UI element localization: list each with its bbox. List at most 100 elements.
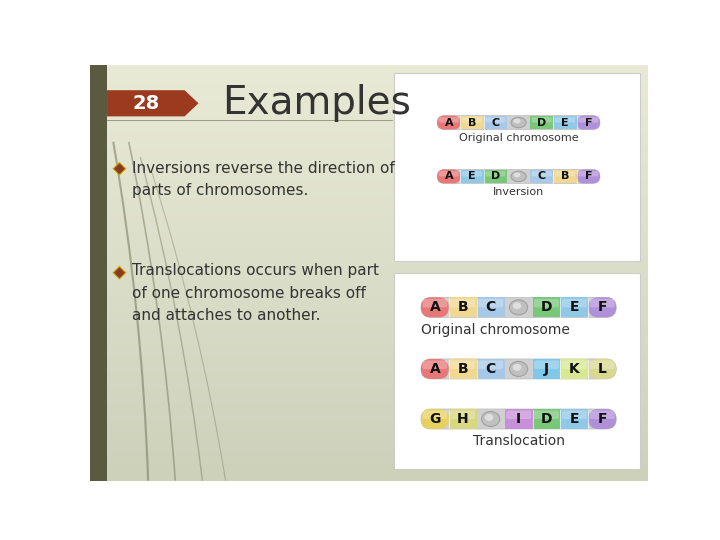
FancyBboxPatch shape (421, 409, 616, 429)
FancyBboxPatch shape (578, 171, 598, 177)
Text: F: F (598, 300, 607, 314)
FancyBboxPatch shape (477, 298, 505, 318)
Text: K: K (569, 362, 580, 376)
Text: D: D (491, 172, 500, 181)
Ellipse shape (513, 364, 521, 371)
FancyBboxPatch shape (555, 117, 575, 123)
FancyBboxPatch shape (462, 171, 482, 177)
Text: B: B (457, 362, 468, 376)
Text: Original chromosome: Original chromosome (421, 323, 570, 337)
Text: L: L (598, 362, 607, 376)
FancyBboxPatch shape (421, 409, 449, 429)
FancyBboxPatch shape (532, 117, 552, 123)
FancyBboxPatch shape (554, 116, 577, 130)
FancyBboxPatch shape (530, 116, 554, 130)
FancyBboxPatch shape (588, 298, 616, 318)
FancyBboxPatch shape (478, 299, 503, 307)
FancyBboxPatch shape (505, 409, 533, 429)
FancyBboxPatch shape (449, 409, 477, 429)
Text: C: C (485, 300, 496, 314)
Text: E: E (570, 412, 579, 426)
FancyBboxPatch shape (533, 298, 560, 318)
FancyBboxPatch shape (578, 117, 598, 123)
FancyBboxPatch shape (590, 410, 615, 419)
Text: F: F (585, 118, 592, 127)
FancyBboxPatch shape (484, 116, 507, 130)
FancyBboxPatch shape (394, 72, 640, 261)
FancyBboxPatch shape (438, 117, 459, 123)
FancyBboxPatch shape (532, 171, 552, 177)
FancyBboxPatch shape (485, 117, 505, 123)
FancyBboxPatch shape (590, 299, 615, 307)
FancyBboxPatch shape (534, 361, 559, 369)
Polygon shape (114, 164, 125, 174)
FancyBboxPatch shape (506, 410, 531, 419)
FancyBboxPatch shape (423, 410, 447, 419)
Text: I: I (516, 412, 521, 426)
Polygon shape (112, 162, 127, 176)
Text: Translocation: Translocation (472, 434, 564, 448)
Text: C: C (491, 118, 500, 127)
FancyBboxPatch shape (530, 170, 554, 184)
Polygon shape (114, 267, 125, 278)
Text: F: F (585, 172, 592, 181)
Text: A: A (444, 172, 453, 181)
Text: Examples: Examples (222, 84, 410, 122)
Text: C: C (485, 362, 496, 376)
Polygon shape (112, 266, 127, 280)
FancyBboxPatch shape (590, 361, 615, 369)
Ellipse shape (485, 414, 493, 421)
FancyBboxPatch shape (90, 65, 107, 481)
FancyBboxPatch shape (423, 361, 447, 369)
FancyBboxPatch shape (478, 361, 503, 369)
Text: D: D (541, 300, 552, 314)
FancyBboxPatch shape (421, 359, 449, 379)
Ellipse shape (510, 361, 528, 376)
Text: E: E (468, 172, 476, 181)
FancyBboxPatch shape (437, 116, 600, 130)
FancyBboxPatch shape (534, 410, 559, 419)
Ellipse shape (513, 302, 521, 309)
Polygon shape (107, 90, 199, 117)
Text: D: D (541, 412, 552, 426)
Text: E: E (570, 300, 579, 314)
Text: Inversion: Inversion (493, 187, 544, 197)
Text: A: A (430, 362, 440, 376)
FancyBboxPatch shape (437, 170, 600, 184)
FancyBboxPatch shape (562, 299, 587, 307)
FancyBboxPatch shape (394, 273, 640, 469)
FancyBboxPatch shape (534, 299, 559, 307)
FancyBboxPatch shape (421, 298, 449, 318)
Text: B: B (457, 300, 468, 314)
Text: E: E (562, 118, 569, 127)
Ellipse shape (510, 300, 528, 315)
FancyBboxPatch shape (577, 116, 600, 130)
FancyBboxPatch shape (588, 409, 616, 429)
FancyBboxPatch shape (533, 359, 560, 379)
Ellipse shape (511, 117, 526, 128)
Ellipse shape (511, 171, 526, 181)
FancyBboxPatch shape (562, 410, 587, 419)
Text: D: D (537, 118, 546, 127)
Text: H: H (457, 412, 469, 426)
FancyBboxPatch shape (560, 409, 588, 429)
Ellipse shape (482, 411, 500, 427)
Text: J: J (544, 362, 549, 376)
FancyBboxPatch shape (421, 359, 616, 379)
FancyBboxPatch shape (577, 170, 600, 184)
Text: G: G (429, 412, 441, 426)
FancyBboxPatch shape (477, 359, 505, 379)
FancyBboxPatch shape (449, 359, 477, 379)
FancyBboxPatch shape (423, 299, 447, 307)
Text: A: A (444, 118, 453, 127)
Ellipse shape (513, 119, 521, 124)
FancyBboxPatch shape (461, 170, 484, 184)
FancyBboxPatch shape (449, 298, 477, 318)
Text: Original chromosome: Original chromosome (459, 133, 578, 143)
FancyBboxPatch shape (485, 171, 505, 177)
FancyBboxPatch shape (451, 410, 475, 419)
FancyBboxPatch shape (560, 298, 588, 318)
FancyBboxPatch shape (484, 170, 507, 184)
FancyBboxPatch shape (461, 116, 484, 130)
FancyBboxPatch shape (451, 361, 475, 369)
